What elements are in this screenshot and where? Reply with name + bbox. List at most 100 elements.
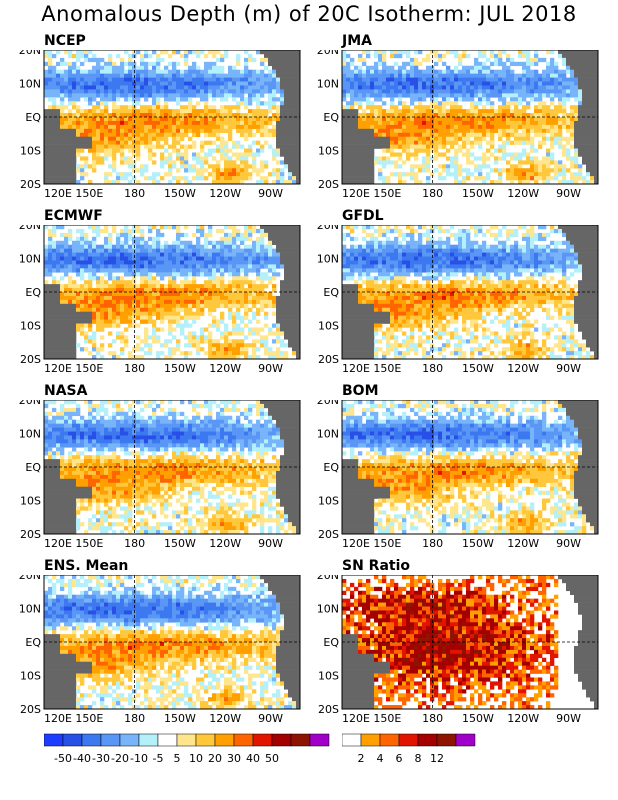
heatmap-cell: [44, 331, 49, 336]
heatmap-cell: [196, 113, 201, 118]
heatmap-cell: [220, 295, 225, 301]
heatmap-cell: [124, 284, 129, 289]
heatmap-cell: [386, 89, 391, 94]
heatmap-cell: [414, 85, 419, 90]
heatmap-cell: [56, 311, 61, 316]
heatmap-cell: [52, 228, 57, 234]
heatmap-cell: [232, 311, 237, 316]
heatmap-cell: [288, 65, 293, 70]
heatmap-cell: [446, 101, 451, 106]
heatmap-cell: [224, 117, 229, 122]
heatmap-cell: [260, 244, 265, 249]
heatmap-cell: [256, 244, 261, 249]
heatmap-cell: [284, 280, 289, 285]
heatmap-cell: [354, 97, 359, 102]
heatmap-cell: [48, 331, 53, 336]
heatmap-cell: [100, 323, 105, 328]
heatmap-cell: [48, 113, 53, 118]
heatmap-cell: [144, 85, 149, 90]
heatmap-cell: [152, 299, 157, 305]
heatmap-cell: [124, 307, 129, 312]
heatmap-cell: [44, 252, 49, 257]
heatmap-cell: [132, 288, 137, 293]
heatmap-cell: [276, 315, 281, 320]
heatmap-cell: [296, 292, 301, 297]
heatmap-cell: [414, 144, 419, 149]
heatmap-cell: [88, 315, 93, 320]
heatmap-cell: [534, 81, 539, 86]
heatmap-cell: [112, 164, 117, 169]
heatmap-cell: [280, 331, 285, 336]
heatmap-cell: [48, 65, 53, 70]
heatmap-cell: [382, 120, 387, 126]
heatmap-cell: [72, 120, 77, 126]
heatmap-cell: [48, 120, 53, 126]
heatmap-cell: [474, 132, 479, 137]
heatmap-cell: [378, 160, 383, 165]
heatmap-cell: [56, 89, 61, 94]
heatmap-cell: [558, 117, 563, 122]
heatmap-cell: [514, 168, 519, 173]
heatmap-cell: [60, 252, 65, 257]
heatmap-cell: [148, 89, 153, 94]
heatmap-cell: [200, 295, 205, 301]
heatmap-cell: [342, 93, 347, 98]
heatmap-cell: [590, 144, 595, 149]
heatmap-cell: [240, 288, 245, 293]
heatmap-cell: [240, 85, 245, 90]
heatmap-cell: [128, 315, 133, 320]
heatmap-cell: [72, 69, 77, 74]
heatmap-cell: [172, 109, 177, 114]
heatmap-cell: [108, 264, 113, 269]
heatmap-cell: [172, 81, 177, 86]
heatmap-cell: [156, 180, 161, 185]
heatmap-cell: [48, 164, 53, 169]
heatmap-cell: [212, 69, 217, 74]
heatmap-cell: [148, 244, 153, 249]
heatmap-cell: [578, 73, 583, 78]
heatmap-cell: [494, 69, 499, 74]
heatmap-cell: [48, 172, 53, 177]
heatmap-cell: [506, 73, 511, 78]
heatmap-cell: [200, 109, 205, 114]
heatmap-cell: [48, 264, 53, 269]
heatmap-cell: [292, 295, 297, 301]
heatmap-cell: [116, 132, 121, 137]
heatmap-cell: [132, 280, 137, 285]
heatmap-cell: [554, 105, 559, 110]
heatmap-cell: [112, 303, 117, 309]
heatmap-cell: [454, 101, 459, 106]
heatmap-cell: [358, 124, 363, 130]
heatmap-cell: [342, 61, 347, 67]
heatmap-cell: [120, 132, 125, 137]
heatmap-cell: [276, 232, 281, 238]
heatmap-cell: [284, 180, 289, 185]
heatmap-cell: [240, 117, 245, 122]
heatmap-cell: [176, 89, 181, 94]
heatmap-cell: [60, 323, 65, 328]
heatmap-cell: [550, 69, 555, 74]
heatmap-cell: [280, 311, 285, 316]
heatmap-cell: [160, 73, 165, 78]
heatmap-cell: [272, 65, 277, 70]
heatmap-cell: [498, 85, 503, 90]
heatmap-cell: [116, 292, 121, 297]
heatmap-cell: [68, 176, 73, 181]
heatmap-cell: [530, 113, 535, 118]
heatmap-cell: [248, 236, 253, 242]
heatmap-cell: [292, 117, 297, 122]
heatmap-cell: [490, 93, 495, 98]
heatmap-cell: [280, 136, 285, 141]
heatmap-cell: [228, 272, 233, 277]
heatmap-cell: [350, 89, 355, 94]
heatmap-cell: [422, 136, 427, 141]
heatmap-cell: [64, 311, 69, 316]
heatmap-cell: [156, 248, 161, 253]
heatmap-cell: [362, 117, 367, 122]
heatmap-cell: [546, 117, 551, 122]
heatmap-cell: [216, 81, 221, 86]
heatmap-cell: [88, 240, 93, 245]
heatmap-cell: [120, 85, 125, 90]
heatmap-cell: [76, 109, 81, 114]
heatmap-cell: [176, 69, 181, 74]
